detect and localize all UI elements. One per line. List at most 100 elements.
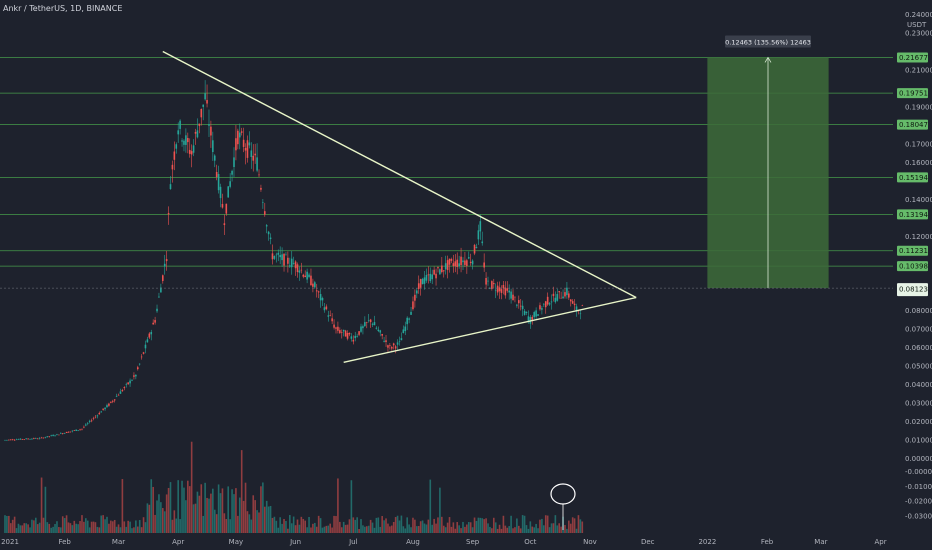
candle-body <box>535 310 537 317</box>
candle-body <box>163 263 166 267</box>
volume-bar <box>450 526 453 533</box>
volume-bar <box>416 526 418 533</box>
candle-body <box>60 433 62 434</box>
candle-body <box>289 265 291 267</box>
candle-body <box>333 324 335 328</box>
volume-bar <box>504 525 507 533</box>
volume-bar <box>342 521 345 533</box>
volume-bar <box>212 488 214 533</box>
volume-bar <box>389 526 391 533</box>
volume-bar <box>546 515 549 533</box>
level-label-bg <box>897 245 928 256</box>
volume-bar <box>300 516 303 533</box>
candle-body <box>281 254 283 261</box>
candle-body <box>504 287 507 296</box>
volume-bar <box>190 441 193 533</box>
level-label-bg <box>897 119 928 130</box>
candle-body <box>467 257 470 259</box>
volume-bar <box>140 527 143 533</box>
volume-bar <box>419 521 422 533</box>
candle-body <box>127 382 129 385</box>
candle-body <box>477 230 480 240</box>
candle-body <box>404 326 407 332</box>
candle-body <box>573 303 576 306</box>
volume-bar <box>238 497 241 533</box>
level-label: 0.18047 <box>899 121 928 129</box>
candle-body <box>81 428 83 430</box>
volume-bar <box>202 515 205 533</box>
candle-body <box>519 305 522 307</box>
candle-body <box>8 439 10 441</box>
volume-bar <box>444 527 447 533</box>
price-tick-label: 0.03000 <box>905 400 932 408</box>
volume-bar <box>65 515 68 533</box>
volume-bar <box>104 519 106 533</box>
candle-body <box>290 258 293 268</box>
candle-body <box>483 262 485 268</box>
candle-body <box>350 336 353 339</box>
candle-body <box>446 260 449 271</box>
candle-body <box>237 130 239 145</box>
candle-body <box>496 285 499 293</box>
candle-body <box>514 296 516 298</box>
volume-bar <box>568 520 570 533</box>
candle-body <box>525 311 528 313</box>
volume-bar <box>304 520 306 533</box>
volume-bar <box>487 523 489 533</box>
volume-bar <box>323 526 326 533</box>
candle-body <box>79 429 81 431</box>
time-tick-label: Apr <box>172 538 184 546</box>
volume-bar <box>481 518 484 533</box>
price-tick-label: 0.19000 <box>905 104 932 112</box>
candle-body <box>427 274 430 276</box>
volume-bar <box>292 516 295 533</box>
price-tick-label: 0.23000 <box>905 30 932 38</box>
price-tick-label: 0.07000 <box>905 326 932 334</box>
volume-bar <box>290 523 293 533</box>
volume-bar <box>369 519 372 533</box>
volume-bar <box>358 528 360 533</box>
candle-body <box>575 306 578 312</box>
volume-bar <box>327 525 330 533</box>
candle-body <box>69 431 72 433</box>
volume-bar <box>108 523 110 533</box>
candle-body <box>133 375 135 377</box>
volume-bar <box>94 522 97 533</box>
candle-body <box>481 241 484 244</box>
volume-bar <box>27 524 29 533</box>
volume-bar <box>136 526 139 533</box>
volume-bar <box>69 523 72 533</box>
candle-body <box>458 263 460 267</box>
candle-body <box>98 412 101 415</box>
candle-body <box>67 431 70 433</box>
volume-bar <box>371 522 374 533</box>
volume-bar <box>273 516 276 533</box>
candle-body <box>531 316 534 321</box>
volume-bar <box>196 491 199 533</box>
volume-bar <box>215 514 218 533</box>
price-tick-label: 0.24000 <box>905 11 932 19</box>
candle-body <box>150 331 153 335</box>
volume-bar <box>412 517 414 533</box>
candle-body <box>154 320 156 323</box>
volume-bar <box>146 503 149 533</box>
candle-body <box>369 319 372 323</box>
volume-bar <box>285 520 287 533</box>
volume-bar <box>256 510 258 533</box>
volume-bar <box>248 514 251 533</box>
volume-bar <box>337 478 339 533</box>
volume-bar <box>491 528 493 533</box>
volume-bar <box>404 528 407 533</box>
candle-body <box>390 347 393 349</box>
candle-body <box>379 330 382 333</box>
volume-bar <box>160 502 162 533</box>
volume-bar <box>435 523 437 533</box>
volume-bar <box>90 521 93 533</box>
candle-body <box>206 100 208 104</box>
candle-body <box>352 339 355 342</box>
candle-body <box>217 173 220 191</box>
volume-bar <box>529 521 532 533</box>
volume-bar <box>56 521 58 533</box>
volume-bar <box>458 525 460 533</box>
